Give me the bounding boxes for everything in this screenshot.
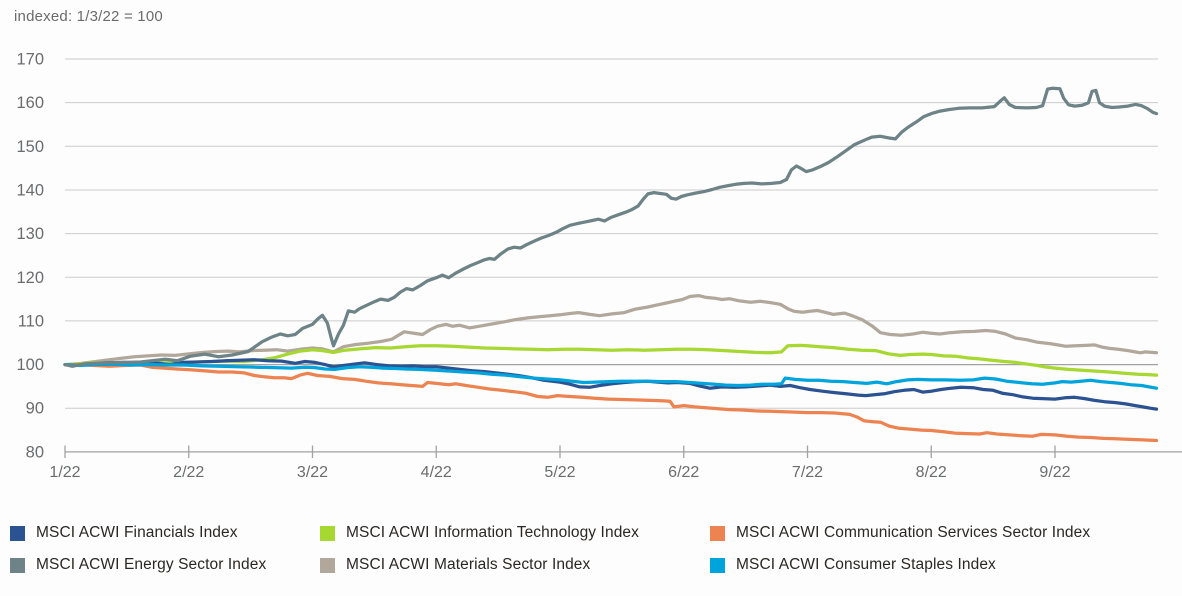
- legend-item-communication-services: MSCI ACWI Communication Services Sector …: [710, 524, 1174, 542]
- communication-services-legend-swatch: [710, 525, 725, 541]
- legend: MSCI ACWI Financials Index MSCI ACWI Inf…: [10, 517, 1174, 581]
- y-axis-tick-label: 150: [16, 138, 44, 156]
- legend-label: MSCI ACWI Information Technology Index: [346, 524, 639, 541]
- legend-item-energy: MSCI ACWI Energy Sector Index: [10, 556, 320, 574]
- legend-label: MSCI ACWI Consumer Staples Index: [736, 556, 996, 573]
- x-axis-tick-label: 1/22: [49, 464, 80, 481]
- line-chart-plot-area: 80 90 100 110 120 130 140 150 160 170 1/22 2/22 3/22…: [16, 50, 1182, 481]
- y-axis-tick-label: 120: [16, 269, 44, 287]
- x-axis-tick-label: 4/22: [421, 464, 452, 481]
- y-axis-tick-label: 80: [26, 443, 44, 461]
- financials-legend-swatch: [10, 525, 25, 541]
- y-axis-tick-label: 170: [16, 50, 44, 68]
- y-axis-tick-label: 100: [16, 356, 44, 374]
- legend-item-information-technology: MSCI ACWI Information Technology Index: [320, 524, 710, 542]
- series-line: [63, 343, 1159, 377]
- x-axis-tick-label: 9/22: [1039, 464, 1070, 481]
- chart-subtitle-index-note: indexed: 1/3/22 = 100: [14, 8, 163, 25]
- legend-label: MSCI ACWI Communication Services Sector …: [736, 524, 1091, 541]
- series-line: [63, 362, 1159, 390]
- y-axis-tick-label: 160: [16, 94, 44, 112]
- consumer-staples-legend-swatch: [710, 557, 725, 573]
- y-axis-tick-label: 110: [18, 312, 44, 330]
- x-axis-tick-label: 6/22: [668, 464, 699, 481]
- legend-item-consumer-staples: MSCI ACWI Consumer Staples Index: [710, 556, 1174, 574]
- x-axis-tick-label: 8/22: [916, 464, 947, 481]
- energy-legend-swatch: [10, 557, 25, 573]
- x-axis-tick-label: 2/22: [173, 464, 204, 481]
- y-axis-tick-label: 90: [26, 400, 44, 418]
- y-axis-tick-label: 130: [16, 225, 44, 243]
- series-line: [63, 293, 1159, 367]
- legend-label: MSCI ACWI Energy Sector Index: [36, 556, 267, 573]
- x-axis-tick-label: 7/22: [792, 464, 823, 481]
- legend-label: MSCI ACWI Materials Sector Index: [346, 556, 591, 573]
- y-axis-tick-label: 140: [16, 181, 44, 199]
- legend-item-financials: MSCI ACWI Financials Index: [10, 524, 320, 542]
- x-axis-tick-label: 5/22: [544, 464, 575, 481]
- legend-item-materials: MSCI ACWI Materials Sector Index: [320, 556, 710, 574]
- x-axis-tick-label: 3/22: [297, 464, 328, 481]
- series-line: [63, 362, 1159, 443]
- information-technology-legend-swatch: [320, 525, 335, 541]
- materials-legend-swatch: [320, 557, 335, 573]
- legend-label: MSCI ACWI Financials Index: [36, 524, 238, 541]
- series-line: [63, 86, 1159, 368]
